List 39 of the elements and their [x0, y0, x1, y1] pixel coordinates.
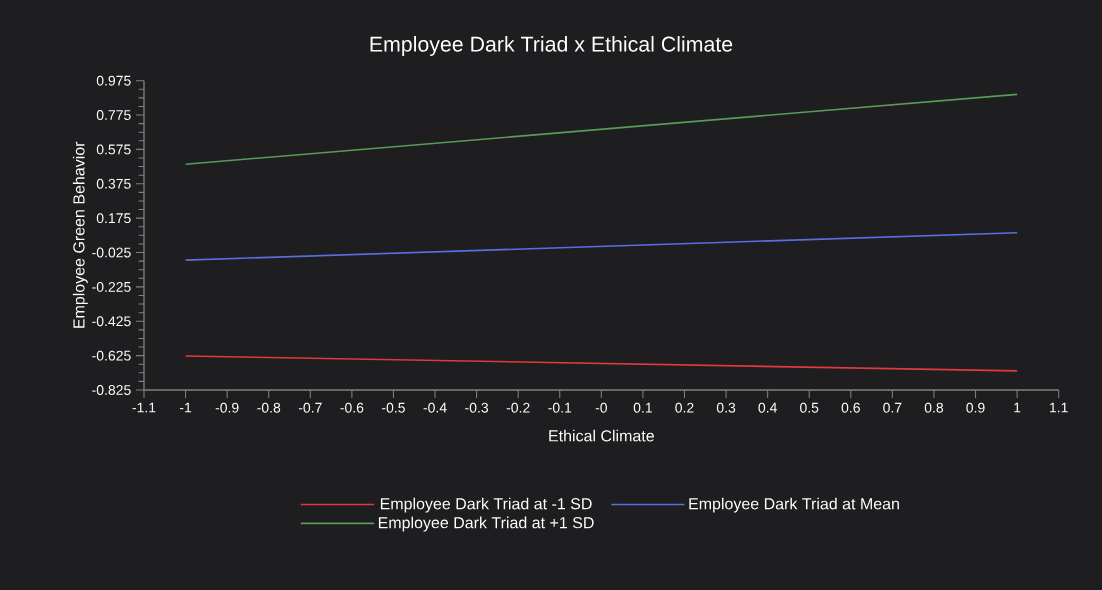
x-tick-label: 0.9 — [966, 402, 985, 413]
x-tick-label: -1 — [179, 402, 192, 413]
y-tick-label: -0.825 — [92, 385, 131, 395]
y-tick-label: 0.375 — [96, 178, 131, 189]
y-tick-label: 0.775 — [96, 110, 131, 120]
x-tick-label: -0.5 — [382, 402, 405, 413]
x-tick-label: 0.3 — [716, 402, 736, 413]
x-tick-label: 0.6 — [841, 402, 860, 413]
x-tick-label: 0.4 — [758, 402, 777, 413]
x-tick-label: -0 — [595, 402, 608, 413]
x-tick-label: -0.8 — [257, 402, 281, 413]
x-tick-label: -0.2 — [506, 402, 530, 413]
x-tick-label: 0.7 — [883, 402, 902, 413]
y-tick-label: -0.425 — [92, 316, 131, 327]
x-tick-label: 1 — [1014, 402, 1021, 413]
legend-label: Employee Dark Triad at -1 SD — [380, 497, 592, 513]
x-tick-label: -1.1 — [132, 402, 156, 413]
y-tick-label: -0.025 — [92, 247, 131, 258]
x-tick-label: 0.8 — [924, 402, 944, 413]
y-tick-label: 0.575 — [96, 144, 131, 155]
x-tick-label: -0.7 — [298, 402, 322, 413]
y-tick-label: -0.225 — [92, 281, 131, 292]
y-tick-label: 0.975 — [96, 75, 131, 86]
x-axis-title: Ethical Climate — [549, 429, 654, 442]
x-tick-label: 0.1 — [633, 402, 652, 413]
legend-label: Employee Dark Triad at +1 SD — [378, 516, 594, 532]
x-tick-label: -0.1 — [548, 402, 572, 413]
x-tick-label: 0.2 — [675, 402, 694, 413]
legend-label: Employee Dark Triad at Mean — [689, 497, 899, 513]
chart-title: Employee Dark Triad x Ethical Climate — [370, 36, 733, 56]
x-tick-label: 1.1 — [1050, 402, 1068, 413]
x-tick-label: -0.9 — [215, 402, 239, 413]
x-tick-label: -0.4 — [423, 402, 447, 413]
y-tick-label: 0.175 — [96, 213, 131, 224]
x-tick-label: -0.3 — [465, 402, 489, 413]
y-axis-title: Employee Green Behavior — [72, 141, 88, 328]
x-tick-label: 0.5 — [800, 402, 819, 413]
y-tick-label: -0.625 — [92, 350, 131, 361]
x-tick-label: -0.6 — [340, 402, 364, 413]
